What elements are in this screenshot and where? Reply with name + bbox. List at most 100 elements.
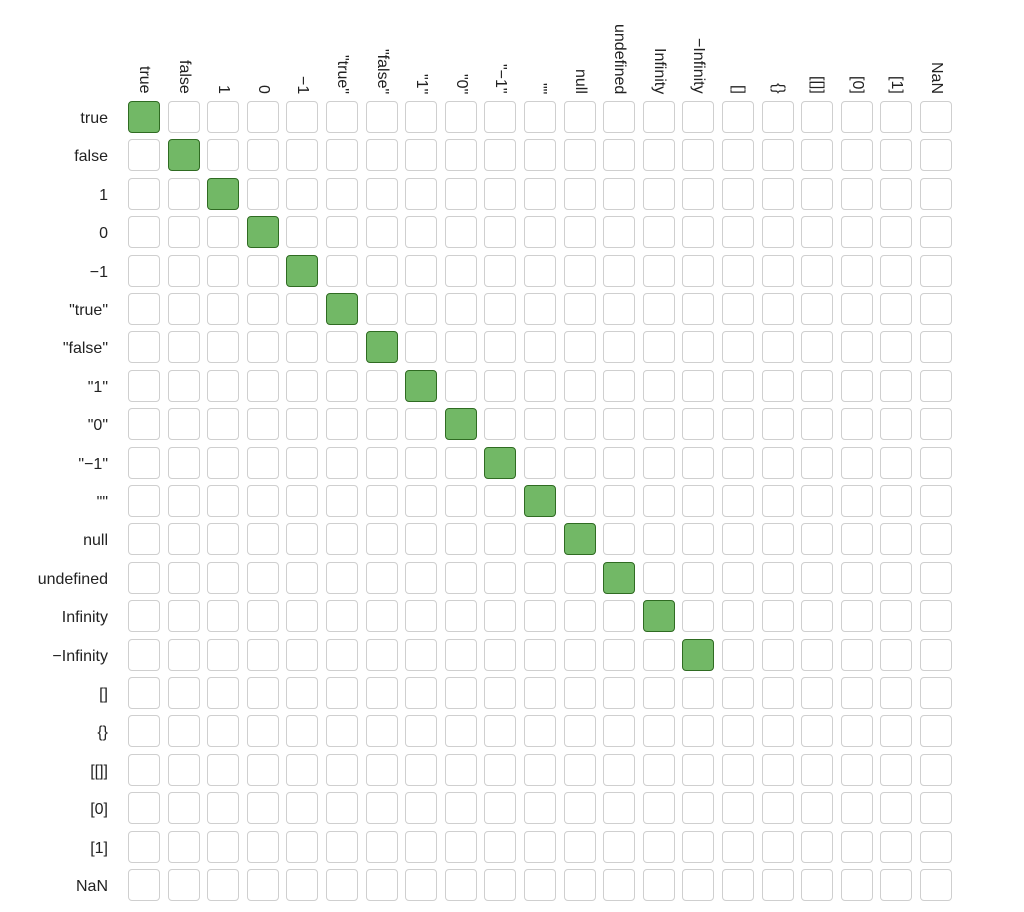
empty-cell bbox=[801, 638, 834, 671]
empty-cell bbox=[246, 177, 279, 210]
empty-cell bbox=[207, 677, 240, 709]
empty-cell bbox=[326, 177, 358, 210]
column-header: 1 bbox=[215, 85, 233, 94]
column-header: true bbox=[136, 66, 153, 94]
empty-cell bbox=[405, 216, 438, 249]
empty-cell bbox=[207, 331, 240, 364]
empty-cell bbox=[128, 293, 160, 325]
empty-cell bbox=[444, 485, 477, 517]
empty-cell bbox=[286, 101, 319, 133]
empty-cell bbox=[642, 293, 675, 325]
empty-cell bbox=[484, 485, 517, 517]
empty-cell bbox=[286, 869, 319, 901]
empty-cell bbox=[880, 600, 913, 633]
empty-cell bbox=[405, 446, 438, 479]
empty-cell bbox=[722, 101, 754, 133]
empty-cell bbox=[524, 177, 556, 210]
empty-cell bbox=[444, 177, 477, 210]
empty-cell bbox=[761, 638, 794, 671]
empty-cell bbox=[484, 830, 517, 863]
empty-cell bbox=[207, 369, 240, 402]
empty-cell bbox=[761, 177, 794, 210]
empty-cell bbox=[207, 753, 240, 786]
empty-cell bbox=[246, 254, 279, 287]
empty-cell bbox=[722, 715, 754, 748]
equal-cell bbox=[128, 101, 160, 133]
empty-cell bbox=[286, 177, 319, 210]
empty-cell bbox=[365, 408, 398, 441]
empty-cell bbox=[405, 254, 438, 287]
empty-cell bbox=[246, 523, 279, 556]
empty-cell bbox=[920, 715, 952, 748]
empty-cell bbox=[563, 216, 596, 249]
empty-cell bbox=[246, 830, 279, 863]
empty-cell bbox=[365, 101, 398, 133]
empty-cell bbox=[365, 677, 398, 709]
empty-cell bbox=[722, 523, 754, 556]
empty-cell bbox=[405, 177, 438, 210]
empty-cell bbox=[484, 177, 517, 210]
empty-cell bbox=[840, 638, 873, 671]
empty-cell bbox=[444, 561, 477, 594]
row-header: −Infinity bbox=[52, 647, 108, 665]
equal-cell bbox=[524, 485, 556, 517]
empty-cell bbox=[761, 446, 794, 479]
empty-cell bbox=[801, 254, 834, 287]
empty-cell bbox=[365, 485, 398, 517]
empty-cell bbox=[722, 293, 754, 325]
empty-cell bbox=[880, 638, 913, 671]
empty-cell bbox=[801, 677, 834, 709]
empty-cell bbox=[642, 446, 675, 479]
empty-cell bbox=[365, 523, 398, 556]
empty-cell bbox=[920, 600, 952, 633]
column-header: −Infinity bbox=[690, 38, 708, 94]
empty-cell bbox=[642, 331, 675, 364]
empty-cell bbox=[801, 293, 834, 325]
empty-cell bbox=[603, 638, 636, 671]
empty-cell bbox=[326, 523, 358, 556]
equal-cell bbox=[286, 254, 319, 287]
empty-cell bbox=[524, 254, 556, 287]
empty-cell bbox=[167, 485, 200, 517]
empty-cell bbox=[563, 177, 596, 210]
empty-cell bbox=[722, 446, 754, 479]
column-header: {} bbox=[769, 83, 787, 94]
empty-cell bbox=[880, 523, 913, 556]
empty-cell bbox=[603, 216, 636, 249]
column-header: false bbox=[175, 60, 193, 94]
empty-cell bbox=[207, 254, 240, 287]
empty-cell bbox=[128, 792, 160, 825]
empty-cell bbox=[880, 677, 913, 709]
empty-cell bbox=[524, 792, 556, 825]
empty-cell bbox=[365, 830, 398, 863]
row-header: NaN bbox=[75, 878, 108, 895]
empty-cell bbox=[722, 677, 754, 709]
empty-cell bbox=[484, 216, 517, 249]
column-header: "" bbox=[532, 83, 549, 95]
empty-cell bbox=[286, 715, 319, 748]
empty-cell bbox=[326, 753, 358, 786]
column-header: "true" bbox=[334, 55, 351, 94]
empty-cell bbox=[840, 254, 873, 287]
empty-cell bbox=[326, 139, 358, 172]
empty-cell bbox=[405, 715, 438, 748]
empty-cell bbox=[563, 485, 596, 517]
empty-cell bbox=[246, 101, 279, 133]
empty-cell bbox=[801, 830, 834, 863]
empty-cell bbox=[642, 254, 675, 287]
empty-cell bbox=[603, 523, 636, 556]
column-header: [] bbox=[730, 85, 747, 94]
empty-cell bbox=[246, 446, 279, 479]
empty-cell bbox=[682, 408, 715, 441]
empty-cell bbox=[326, 485, 358, 517]
empty-cell bbox=[840, 446, 873, 479]
empty-cell bbox=[207, 523, 240, 556]
empty-cell bbox=[840, 331, 873, 364]
empty-cell bbox=[167, 638, 200, 671]
empty-cell bbox=[603, 254, 636, 287]
empty-cell bbox=[880, 830, 913, 863]
empty-cell bbox=[682, 830, 715, 863]
empty-cell bbox=[722, 600, 754, 633]
empty-cell bbox=[880, 139, 913, 172]
empty-cell bbox=[880, 369, 913, 402]
